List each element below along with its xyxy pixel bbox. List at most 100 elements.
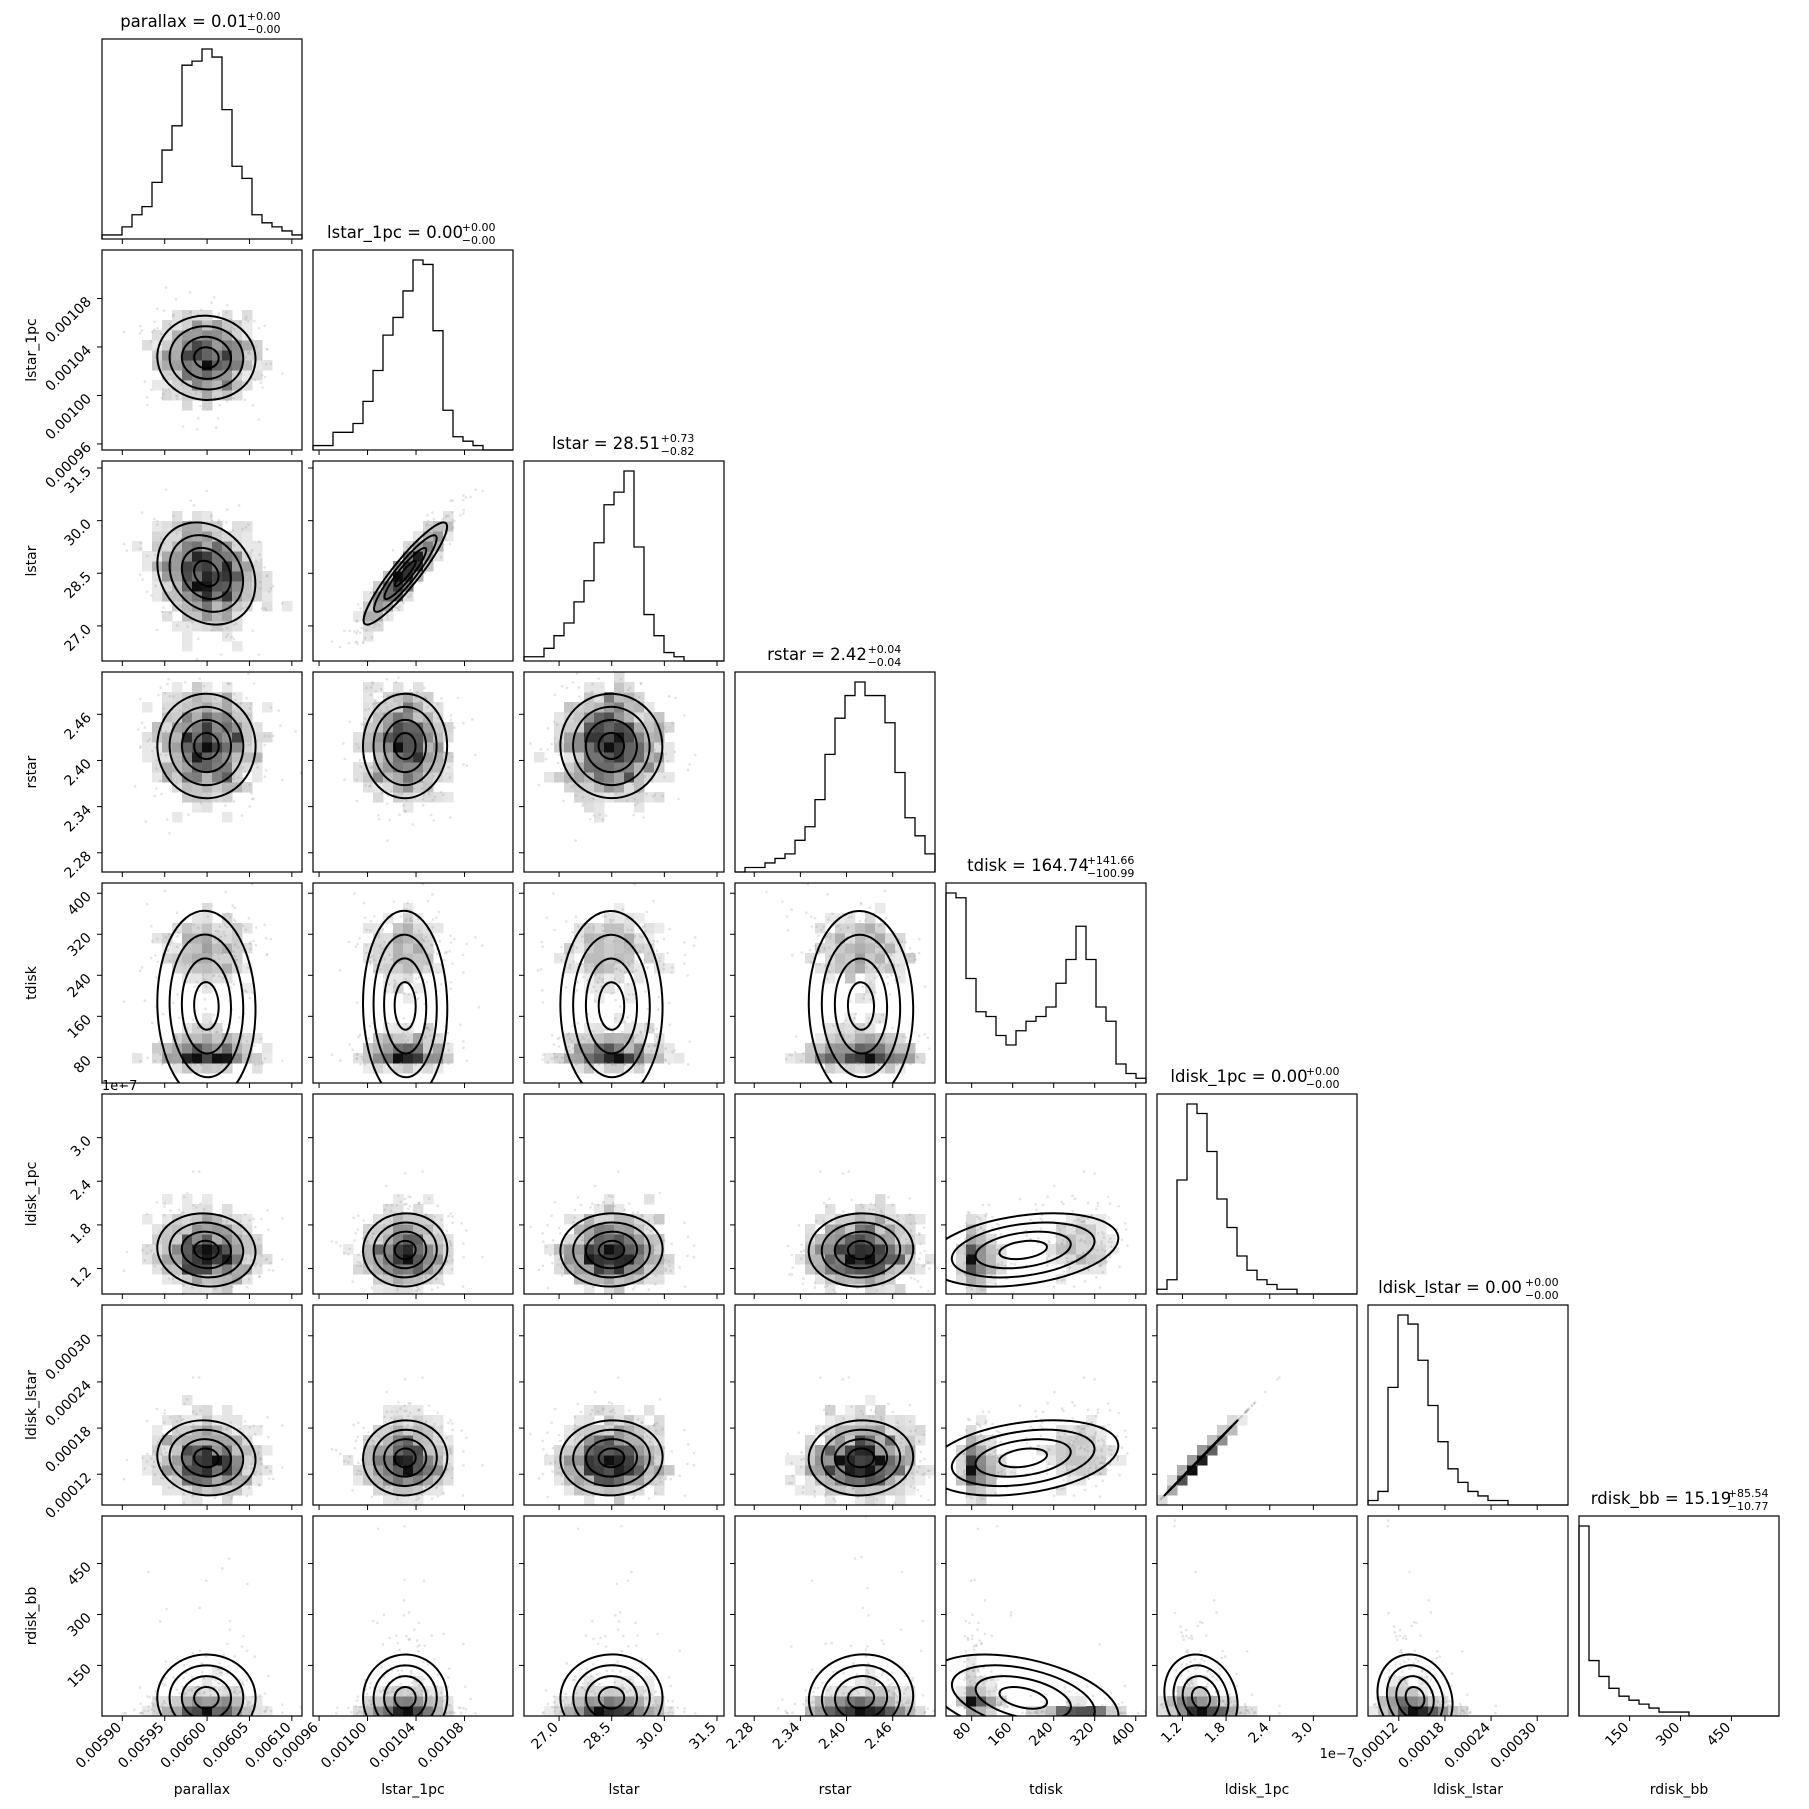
sample-point [995, 1222, 999, 1226]
density-cell [222, 1214, 233, 1225]
sample-point [653, 1043, 657, 1047]
sample-point [392, 900, 396, 904]
sample-point [1100, 1472, 1103, 1475]
density-cell [1046, 1244, 1057, 1255]
sample-point [223, 923, 227, 927]
sample-point [355, 1057, 359, 1060]
sample-point [356, 1421, 360, 1425]
sample-point [432, 798, 435, 802]
sample-point [995, 1268, 999, 1272]
density-cell [1066, 1254, 1077, 1265]
sample-point [481, 1463, 484, 1467]
density-cell [162, 1043, 173, 1054]
sample-point [167, 388, 171, 391]
sample-point [243, 398, 247, 402]
sample-point [195, 1206, 198, 1209]
density-cell [433, 1053, 444, 1064]
sample-point [267, 1228, 270, 1232]
sample-point [125, 1250, 129, 1254]
density-cell [373, 682, 384, 693]
contour-level-2 [180, 1230, 232, 1270]
sample-point [180, 604, 183, 607]
sample-point [415, 1498, 418, 1501]
density-cell [855, 923, 866, 934]
sample-point [355, 778, 359, 782]
sample-point [244, 1465, 248, 1469]
sample-point [365, 943, 368, 947]
density-cell [252, 561, 263, 572]
sample-point [805, 1241, 809, 1244]
sample-point [258, 1694, 262, 1697]
sample-point [555, 723, 559, 726]
density-cell [202, 1013, 213, 1024]
scatter-panel-lstar_1pc-rstar [308, 671, 514, 877]
density-cell [584, 1485, 595, 1496]
sample-point [281, 1258, 284, 1261]
sample-point [852, 1486, 856, 1490]
sample-point [871, 1415, 875, 1419]
sample-point [203, 978, 207, 982]
sample-point [383, 958, 387, 961]
density-cell [172, 1264, 183, 1275]
sample-point [618, 980, 621, 984]
sample-point [269, 1261, 272, 1265]
title-sup: +0.00 [1525, 1276, 1559, 1289]
density-cell [172, 1425, 183, 1436]
sample-point [1098, 1462, 1102, 1465]
sample-point [1092, 1436, 1095, 1439]
density-cell [815, 1274, 826, 1285]
density-cell [966, 1495, 977, 1505]
density-cell [544, 772, 555, 783]
density-cell [443, 1234, 454, 1245]
sample-point [358, 1261, 362, 1265]
sample-point [567, 1031, 571, 1035]
density-cell [192, 1475, 203, 1486]
sample-point [916, 1488, 920, 1492]
density-cell [785, 1475, 796, 1486]
density-cell [212, 561, 223, 572]
sample-point [999, 1245, 1003, 1249]
sample-point [1074, 1229, 1078, 1233]
density-cell [182, 943, 193, 954]
sample-point [356, 603, 360, 606]
sample-point [163, 542, 166, 545]
density-cell [865, 1264, 876, 1275]
sample-point [636, 801, 639, 805]
sample-point [232, 710, 236, 713]
density-cell [212, 1264, 223, 1275]
sample-point [408, 917, 412, 920]
sample-point [462, 1255, 465, 1259]
sample-point [923, 1472, 927, 1475]
density-cell [835, 1023, 846, 1034]
density-cell [996, 1264, 1007, 1275]
sample-point [878, 1020, 881, 1024]
sample-point [626, 928, 630, 932]
sample-point [542, 1447, 545, 1451]
density-cell [182, 1485, 193, 1496]
sample-point [415, 1285, 419, 1289]
sample-point [271, 734, 275, 738]
density-cell [172, 712, 183, 723]
sample-point [425, 962, 428, 965]
title-sup: +141.66 [1087, 854, 1135, 867]
sample-point [206, 915, 210, 918]
sample-point [140, 966, 144, 969]
sample-point [633, 797, 637, 801]
sample-point [1039, 1424, 1042, 1428]
density-cell [202, 380, 213, 391]
density-cell [654, 1214, 665, 1225]
sample-point [440, 1440, 443, 1444]
density-cell [966, 1455, 977, 1466]
density-cell [373, 1053, 384, 1064]
sample-point [461, 498, 465, 502]
sample-point [846, 926, 850, 930]
sample-point [981, 1288, 985, 1291]
sample-point [997, 1431, 1001, 1434]
sample-point [445, 950, 448, 954]
sample-point [539, 968, 543, 971]
density-cell [554, 1475, 565, 1486]
density-cell [363, 591, 374, 602]
density-cell [252, 340, 263, 351]
sample-point [159, 753, 162, 756]
sample-point [1123, 1222, 1127, 1225]
